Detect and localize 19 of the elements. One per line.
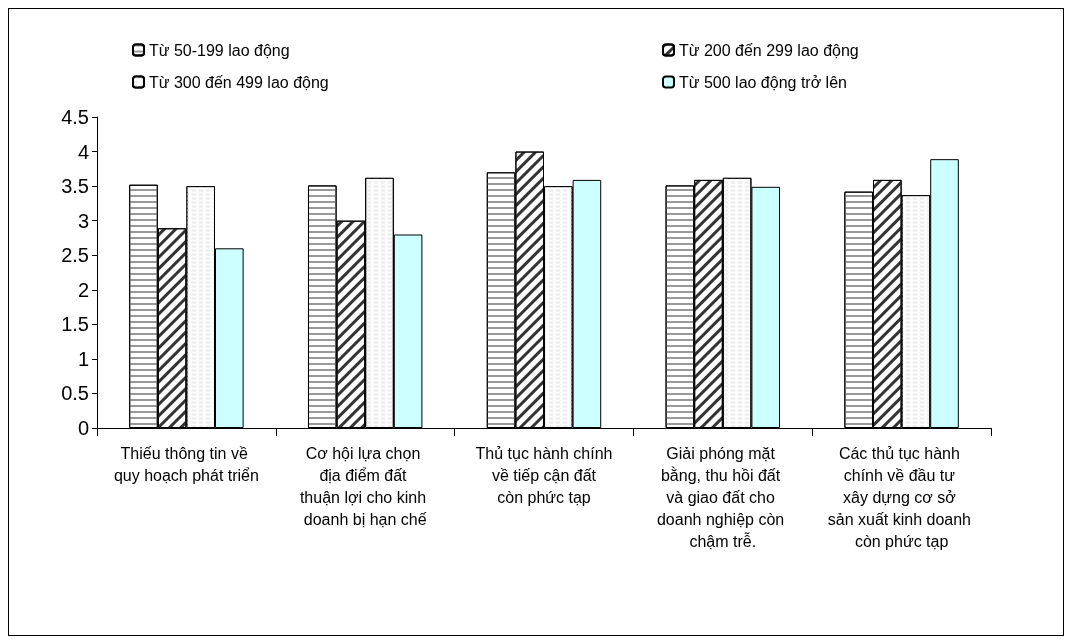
y-tick-label: 2.5 — [61, 244, 89, 267]
x-tick-label: Cơ hội lựa chọn địa điểm đất thuận lợi cho kinh doanh bị hạn chế — [299, 444, 431, 528]
x-tick-label: Giải phóng mặt bằng, thu hồi đất và giao đất cho doanh nghiệp còn chậm trễ. — [656, 444, 789, 550]
y-tick-label: 4.5 — [61, 106, 89, 128]
x-tick-label: Thủ tục hành chính về tiếp cận đất còn phức tạp — [475, 444, 613, 506]
y-tick-label: 0.5 — [61, 382, 89, 405]
x-tick-label: Thiếu thông tin về quy hoạch phát triển — [113, 444, 259, 484]
y-tick-label: 2 — [77, 278, 89, 301]
y-tick-label: 1 — [77, 347, 89, 370]
x-tick-label: Các thủ tục hành chính về đầu tư xây dựng cơ sở sản xuất kinh doanh còn phức tạp — [827, 444, 976, 550]
y-tick-label: 3 — [77, 209, 89, 232]
y-tick-label: 3.5 — [61, 175, 89, 198]
legend-label: Từ 200 đến 299 lao động — [679, 41, 859, 59]
y-tick-label: 1.5 — [61, 313, 89, 336]
y-tick-label: 4 — [77, 140, 89, 163]
legend-label: Từ 50-199 lao động — [149, 41, 290, 59]
y-tick-label: 0 — [77, 417, 89, 439]
legend-label: Từ 300 đến 499 lao động — [149, 73, 329, 91]
legend-label: Từ 500 lao động trở lên — [679, 73, 847, 91]
